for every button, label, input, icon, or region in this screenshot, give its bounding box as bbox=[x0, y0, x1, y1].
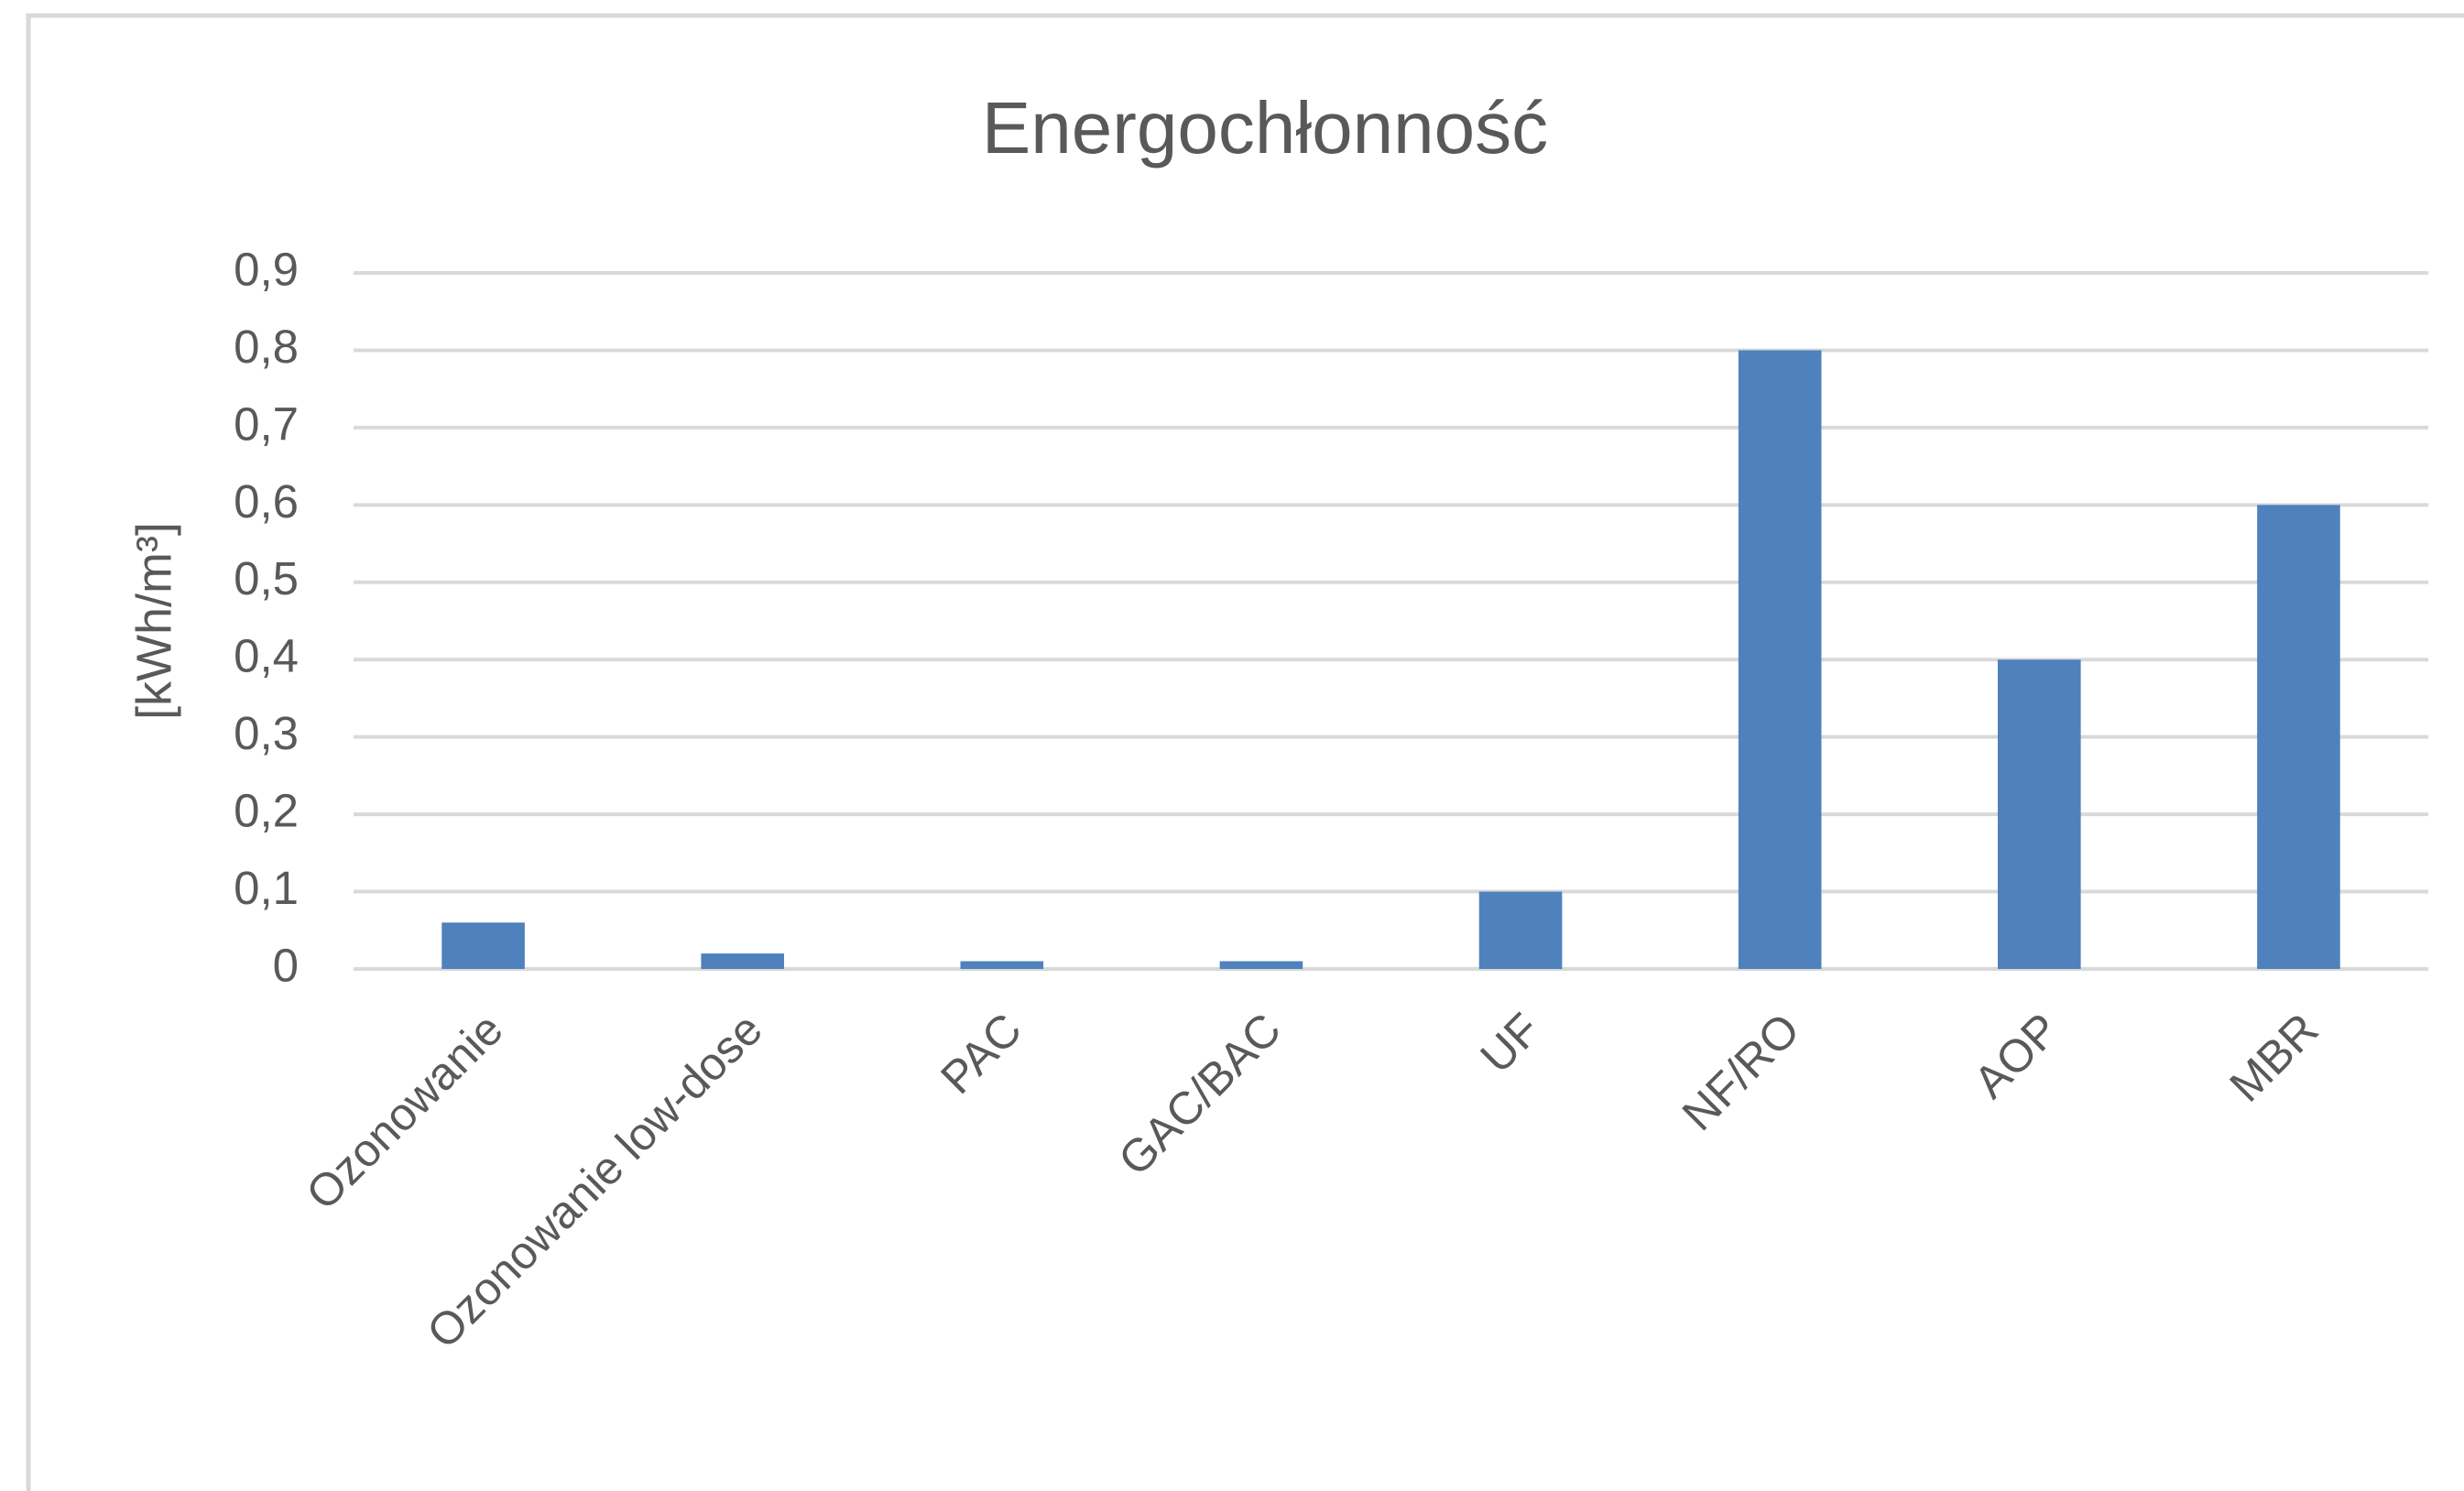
y-tick-label: 0 bbox=[273, 939, 299, 991]
bar bbox=[1219, 961, 1303, 969]
y-tick-label: 0,1 bbox=[234, 862, 299, 914]
bar bbox=[2257, 505, 2340, 969]
bar bbox=[442, 922, 525, 969]
bar bbox=[1478, 891, 1563, 969]
y-tick-label: 0,3 bbox=[234, 707, 299, 759]
bar bbox=[1738, 350, 1822, 969]
y-tick-label: 0,8 bbox=[234, 321, 299, 373]
bar bbox=[701, 953, 784, 969]
bar bbox=[1998, 659, 2081, 969]
y-tick-label: 0,4 bbox=[234, 630, 299, 682]
y-tick-label: 0,2 bbox=[234, 785, 299, 837]
y-tick-label: 0,9 bbox=[234, 243, 299, 295]
y-tick-label: 0,7 bbox=[234, 397, 299, 450]
bar bbox=[960, 961, 1044, 969]
y-axis-label: [kWh/m³] bbox=[126, 522, 181, 720]
y-tick-label: 0,6 bbox=[234, 475, 299, 528]
chart-title: Energochłonność bbox=[982, 87, 1548, 169]
y-tick-label: 0,5 bbox=[234, 552, 299, 604]
chart-border bbox=[26, 13, 2464, 1491]
